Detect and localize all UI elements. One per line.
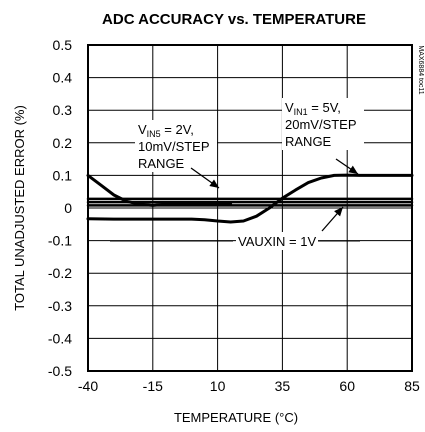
annotation-vauxin-arrow-head xyxy=(334,207,343,217)
annotations: VIN5 = 2V,10mV/STEP RANGE VIN1 = 5V,20mV/S… xyxy=(110,98,364,250)
x-tick-label: 10 xyxy=(210,378,226,394)
y-tick-label: 0.5 xyxy=(53,37,73,53)
y-tick-label: 0.3 xyxy=(53,102,73,118)
annotation-vauxin-text: VAUXIN = 1V xyxy=(238,234,316,249)
annotation-vin1-line3: RANGE xyxy=(285,134,332,149)
annotation-vin1-bg xyxy=(282,98,364,150)
watermark: MAX6884 toc11 xyxy=(417,45,424,94)
annotation-vauxin-bg xyxy=(236,232,318,250)
series-group xyxy=(86,173,414,224)
chart-title: ADC ACCURACY vs. TEMPERATURE xyxy=(102,11,366,28)
annotation-vin5-line2: 10mV/STEP xyxy=(138,139,210,154)
y-tick-labels: -0.5 -0.4 -0.3 -0.2 -0.1 0 0.1 0.2 0.3 0.4 0.5 xyxy=(48,37,72,379)
x-tick-label: 60 xyxy=(339,378,355,394)
grid xyxy=(87,44,413,372)
y-tick-label: -0.3 xyxy=(48,298,72,314)
x-tick-labels: -40 -15 10 35 60 85 xyxy=(78,378,420,394)
y-tick-label: -0.5 xyxy=(48,363,72,379)
y-tick-label: 0.2 xyxy=(53,135,73,151)
x-tick-label: -15 xyxy=(143,378,163,394)
y-tick-label: -0.2 xyxy=(48,265,72,281)
y-tick-label: 0.1 xyxy=(53,167,73,183)
plot-frame xyxy=(87,44,413,372)
y-tick-label: -0.4 xyxy=(48,330,72,346)
annotation-vin5-bg xyxy=(135,120,217,172)
y-tick-label: 0.4 xyxy=(53,70,73,86)
annotation-vin5-line1: VIN5 = 2V, xyxy=(138,122,194,139)
x-tick-label: 85 xyxy=(404,378,420,394)
x-tick-label: -40 xyxy=(78,378,98,394)
y-tick-label: 0 xyxy=(64,200,72,216)
x-tick-label: 35 xyxy=(275,378,291,394)
y-axis-label: TOTAL UNADJUSTED ERROR (%) xyxy=(12,105,27,311)
x-axis-label: TEMPERATURE (°C) xyxy=(174,410,298,425)
annotation-vin5-line3: RANGE xyxy=(138,156,185,171)
annotation-vin1-line1: VIN1 = 5V, xyxy=(285,100,341,117)
annotation-vin1-line2: 20mV/STEP xyxy=(285,117,357,132)
y-tick-label: -0.1 xyxy=(48,233,72,249)
annotation-vin5-arrow-head xyxy=(209,179,219,188)
series-line xyxy=(86,173,414,224)
annotation-vin1-arrow-head xyxy=(348,165,358,174)
